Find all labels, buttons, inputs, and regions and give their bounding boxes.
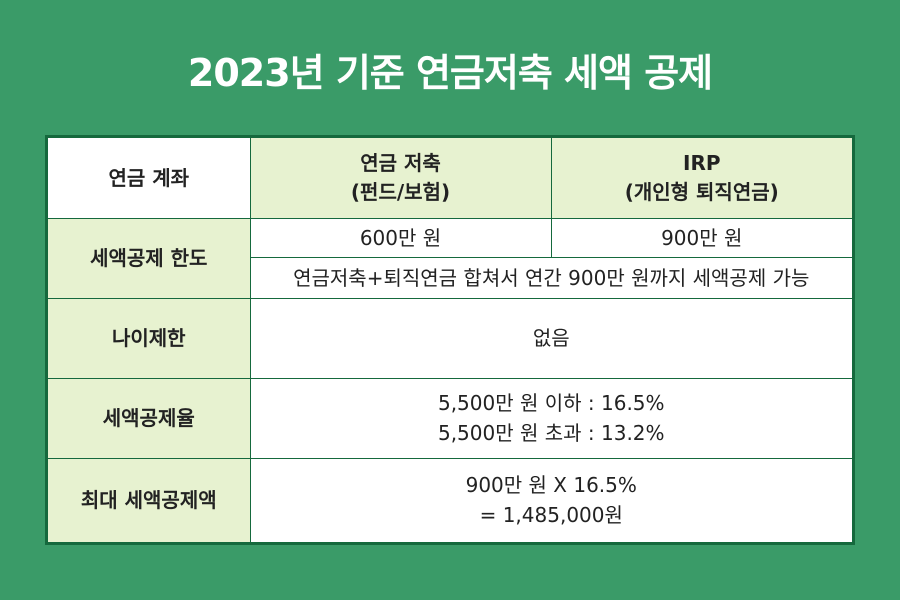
cell-deduction-rate: 5,500만 원 이하 : 16.5% 5,500만 원 초과 : 13.2% — [249, 377, 852, 459]
table-header-row: 연금 계좌 연금 저축 (펀드/보험) IRP (개인형 퇴직연금) — [48, 138, 852, 219]
max-deduction-formula: 900만 원 X 16.5% — [465, 473, 637, 498]
row-label-deduction-limit: 세액공제 한도 — [48, 217, 251, 299]
header-pension-account: 연금 계좌 — [48, 138, 251, 219]
cell-limit-pension-savings: 600만 원 — [249, 217, 552, 258]
cell-limit-combined: 연금저축+퇴직연금 합쳐서 연간 900만 원까지 세액공제 가능 — [250, 256, 852, 299]
header-pension-savings: 연금 저축 (펀드/보험) — [249, 138, 552, 219]
header-irp-subtitle: (개인형 퇴직연금) — [624, 179, 779, 204]
rate-line-above: 5,500만 원 초과 : 13.2% — [437, 421, 665, 445]
table-row-limit: 세액공제 한도 600만 원 900만 원 — [48, 217, 852, 299]
cell-age-limit: 없음 — [249, 297, 852, 379]
header-pension-savings-subtitle: (펀드/보험) — [350, 179, 451, 204]
cell-limit-irp: 900만 원 — [550, 217, 852, 258]
rate-line-below: 5,500만 원 이하 : 16.5% — [437, 391, 665, 415]
pension-deduction-table: 연금 계좌 연금 저축 (펀드/보험) IRP (개인형 퇴직연금) 세액공제 … — [45, 135, 855, 545]
table-row-age-limit: 나이제한 없음 — [48, 297, 852, 379]
header-irp-title: IRP — [683, 150, 721, 175]
cell-max-deduction: 900만 원 X 16.5% = 1,485,000원 — [249, 457, 852, 542]
page-title: 2023년 기준 연금저축 세액 공제 — [187, 51, 713, 95]
table-row-max-deduction: 최대 세액공제액 900만 원 X 16.5% = 1,485,000원 — [48, 457, 852, 542]
max-deduction-result: = 1,485,000원 — [479, 503, 623, 528]
table-row-limit-combined: 연금저축+퇴직연금 합쳐서 연간 900만 원까지 세액공제 가능 — [48, 256, 852, 299]
header-pension-savings-title: 연금 저축 — [360, 150, 441, 175]
table-row-rate: 세액공제율 5,500만 원 이하 : 16.5% 5,500만 원 초과 : … — [48, 377, 852, 459]
row-label-max-deduction: 최대 세액공제액 — [48, 457, 251, 542]
row-label-age-limit: 나이제한 — [48, 297, 251, 379]
row-label-deduction-rate: 세액공제율 — [48, 377, 251, 459]
header-irp: IRP (개인형 퇴직연금) — [550, 138, 852, 219]
